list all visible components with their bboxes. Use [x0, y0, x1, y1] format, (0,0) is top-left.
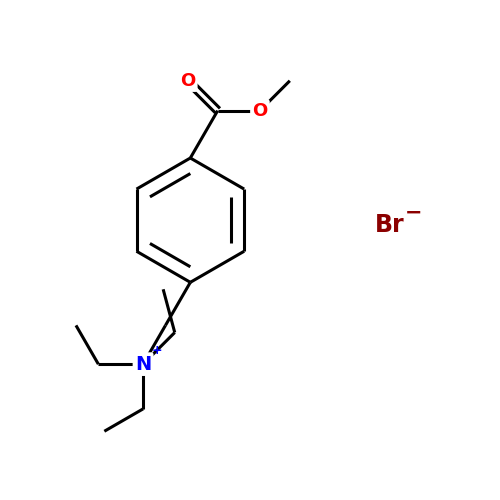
Text: O: O [252, 102, 268, 119]
Text: N: N [135, 354, 151, 374]
Text: −: − [404, 202, 422, 222]
Text: Br: Br [374, 213, 404, 237]
Text: O: O [180, 72, 196, 90]
Text: +: + [152, 344, 162, 356]
